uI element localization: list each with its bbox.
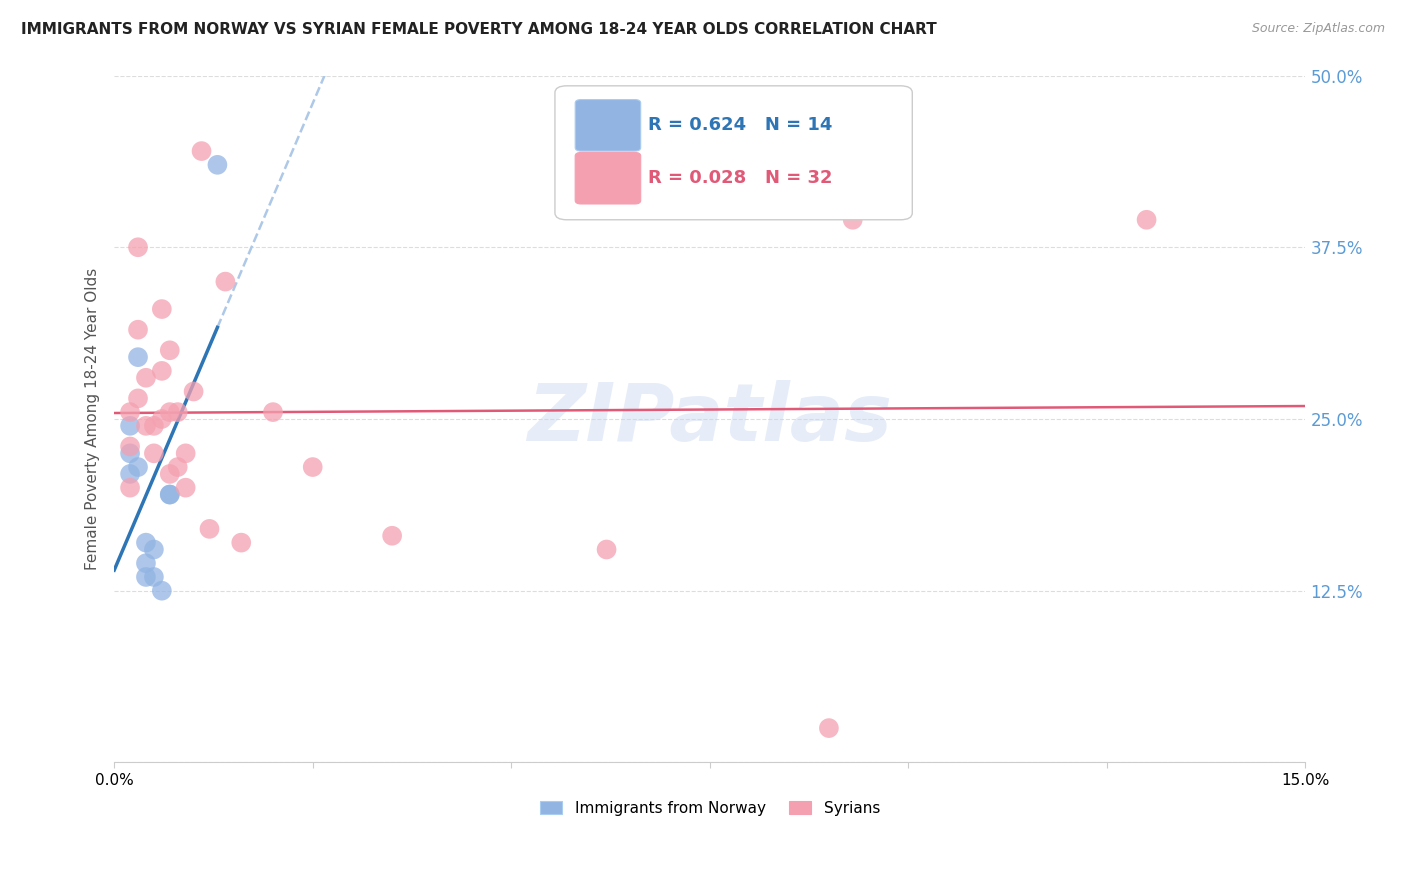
Text: Source: ZipAtlas.com: Source: ZipAtlas.com [1251,22,1385,36]
Point [142,446,165,460]
FancyBboxPatch shape [575,153,641,204]
Point [183,384,205,399]
FancyBboxPatch shape [555,86,912,219]
Point [1135,212,1157,227]
Point [127,350,149,364]
Point [135,418,157,433]
Point [159,487,181,501]
Point [150,301,173,316]
Point [120,481,142,495]
Point [150,412,173,426]
Point [142,418,165,433]
Point [595,542,617,557]
Point [174,446,197,460]
Text: R = 0.624   N = 14: R = 0.624 N = 14 [648,116,832,134]
Point [135,371,157,385]
Point [150,583,173,598]
Y-axis label: Female Poverty Among 18-24 Year Olds: Female Poverty Among 18-24 Year Olds [86,268,100,570]
Point [207,158,229,172]
Point [381,529,404,543]
Point [159,405,181,419]
Point [120,467,142,481]
Point [174,481,197,495]
Point [142,542,165,557]
Point [818,721,841,735]
Point [127,460,149,475]
Point [190,144,212,158]
FancyBboxPatch shape [575,100,641,151]
Point [166,460,188,475]
Text: R = 0.028   N = 32: R = 0.028 N = 32 [648,169,832,186]
Point [120,418,142,433]
Point [159,343,181,358]
Point [127,392,149,406]
Legend: Immigrants from Norway, Syrians: Immigrants from Norway, Syrians [531,793,887,823]
Point [135,556,157,570]
Point [135,570,157,584]
Text: IMMIGRANTS FROM NORWAY VS SYRIAN FEMALE POVERTY AMONG 18-24 YEAR OLDS CORRELATIO: IMMIGRANTS FROM NORWAY VS SYRIAN FEMALE … [21,22,936,37]
Point [120,405,142,419]
Point [127,323,149,337]
Point [159,467,181,481]
Point [150,364,173,378]
Point [841,212,863,227]
Point [127,240,149,254]
Point [262,405,284,419]
Point [142,570,165,584]
Point [159,487,181,501]
Point [198,522,221,536]
Point [301,460,323,475]
Text: ZIPatlas: ZIPatlas [527,380,893,458]
Point [120,446,142,460]
Point [231,535,253,549]
Point [166,405,188,419]
Point [214,275,236,289]
Point [120,440,142,454]
Point [135,535,157,549]
